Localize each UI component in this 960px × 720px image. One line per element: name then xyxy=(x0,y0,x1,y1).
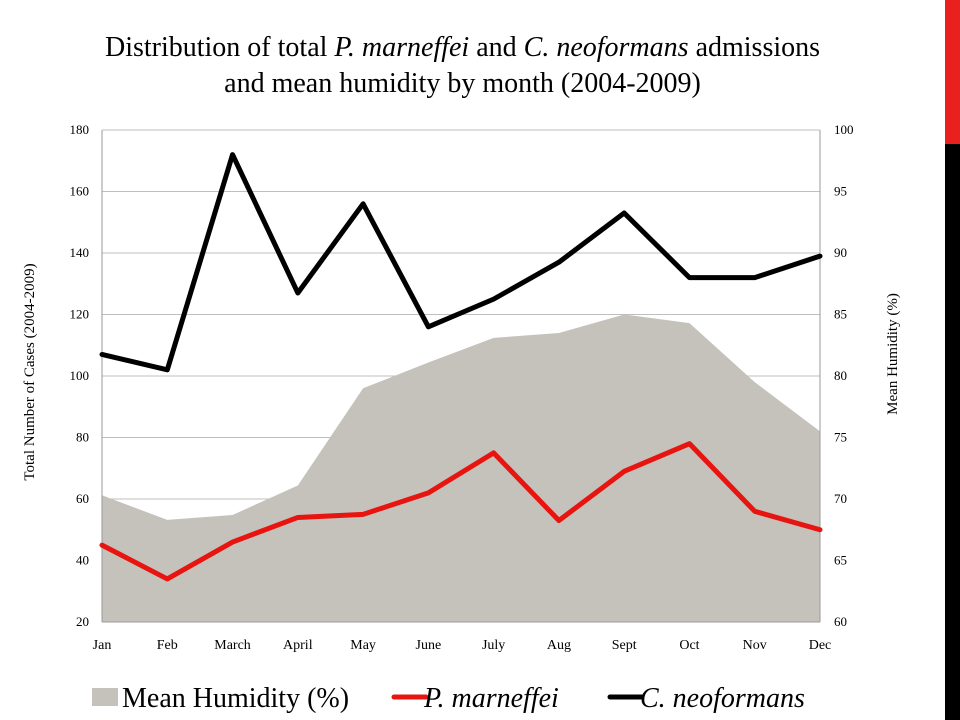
title-text-part: admissions xyxy=(688,32,821,63)
y-tick-label: 80 xyxy=(76,430,89,445)
x-tick-label: Oct xyxy=(679,638,699,653)
chart-title-line-1: Distribution of total P. marneffei and C… xyxy=(40,30,885,66)
y2-tick-label: 95 xyxy=(834,184,847,199)
x-tick-label: Feb xyxy=(157,638,178,653)
title-species-2: C. neoformans xyxy=(523,32,689,63)
title-text-part: Distribution of total xyxy=(104,32,335,63)
title-species-1: P. marneffei xyxy=(334,32,470,63)
x-tick-label: Aug xyxy=(547,638,571,653)
y2-tick-label: 80 xyxy=(834,368,847,383)
y-tick-label: 40 xyxy=(76,553,89,568)
y2-axis-title: Mean Humidity (%) xyxy=(885,293,901,415)
legend-label: Mean Humidity (%) xyxy=(122,683,349,714)
y2-tick-label: 65 xyxy=(834,553,847,568)
y2-tick-label: 100 xyxy=(834,122,854,137)
y-tick-label: 140 xyxy=(70,245,90,260)
y2-tick-label: 75 xyxy=(834,430,847,445)
legend-swatch-area xyxy=(92,688,118,706)
y-tick-label: 100 xyxy=(70,368,90,383)
x-tick-label: Nov xyxy=(743,638,767,653)
title-text-part: and xyxy=(469,32,524,63)
y2-tick-label: 60 xyxy=(834,614,847,629)
x-tick-label: March xyxy=(214,638,251,653)
y-tick-label: 60 xyxy=(76,491,89,506)
series-line xyxy=(99,441,823,582)
chart-title-line-2: and mean humidity by month (2004-2009) xyxy=(224,68,701,99)
x-tick-label: May xyxy=(350,638,376,653)
x-tick-label: Jan xyxy=(93,638,112,653)
legend-label: C. neoformans xyxy=(640,683,805,714)
x-tick-label: April xyxy=(283,638,313,653)
y-tick-label: 180 xyxy=(70,122,90,137)
accent-bar-black xyxy=(945,144,960,720)
y-tick-label: 160 xyxy=(70,184,90,199)
y2-tick-label: 90 xyxy=(834,245,847,260)
y-axis-title: Total Number of Cases (2004-2009) xyxy=(22,263,38,480)
y-tick-label: 20 xyxy=(76,614,89,629)
y-tick-label: 120 xyxy=(70,307,90,322)
x-tick-label: June xyxy=(416,638,442,653)
series-line xyxy=(99,152,823,373)
y2-tick-label: 85 xyxy=(834,307,847,322)
x-tick-label: Dec xyxy=(809,638,832,653)
x-tick-label: July xyxy=(482,638,505,653)
accent-bar-red xyxy=(945,0,960,144)
legend-label: P. marneffei xyxy=(423,683,559,714)
x-tick-label: Sept xyxy=(612,638,637,653)
y2-tick-label: 70 xyxy=(834,491,847,506)
humidity-area xyxy=(102,314,820,622)
chart-title: Distribution of total P. marneffei and C… xyxy=(40,30,885,102)
